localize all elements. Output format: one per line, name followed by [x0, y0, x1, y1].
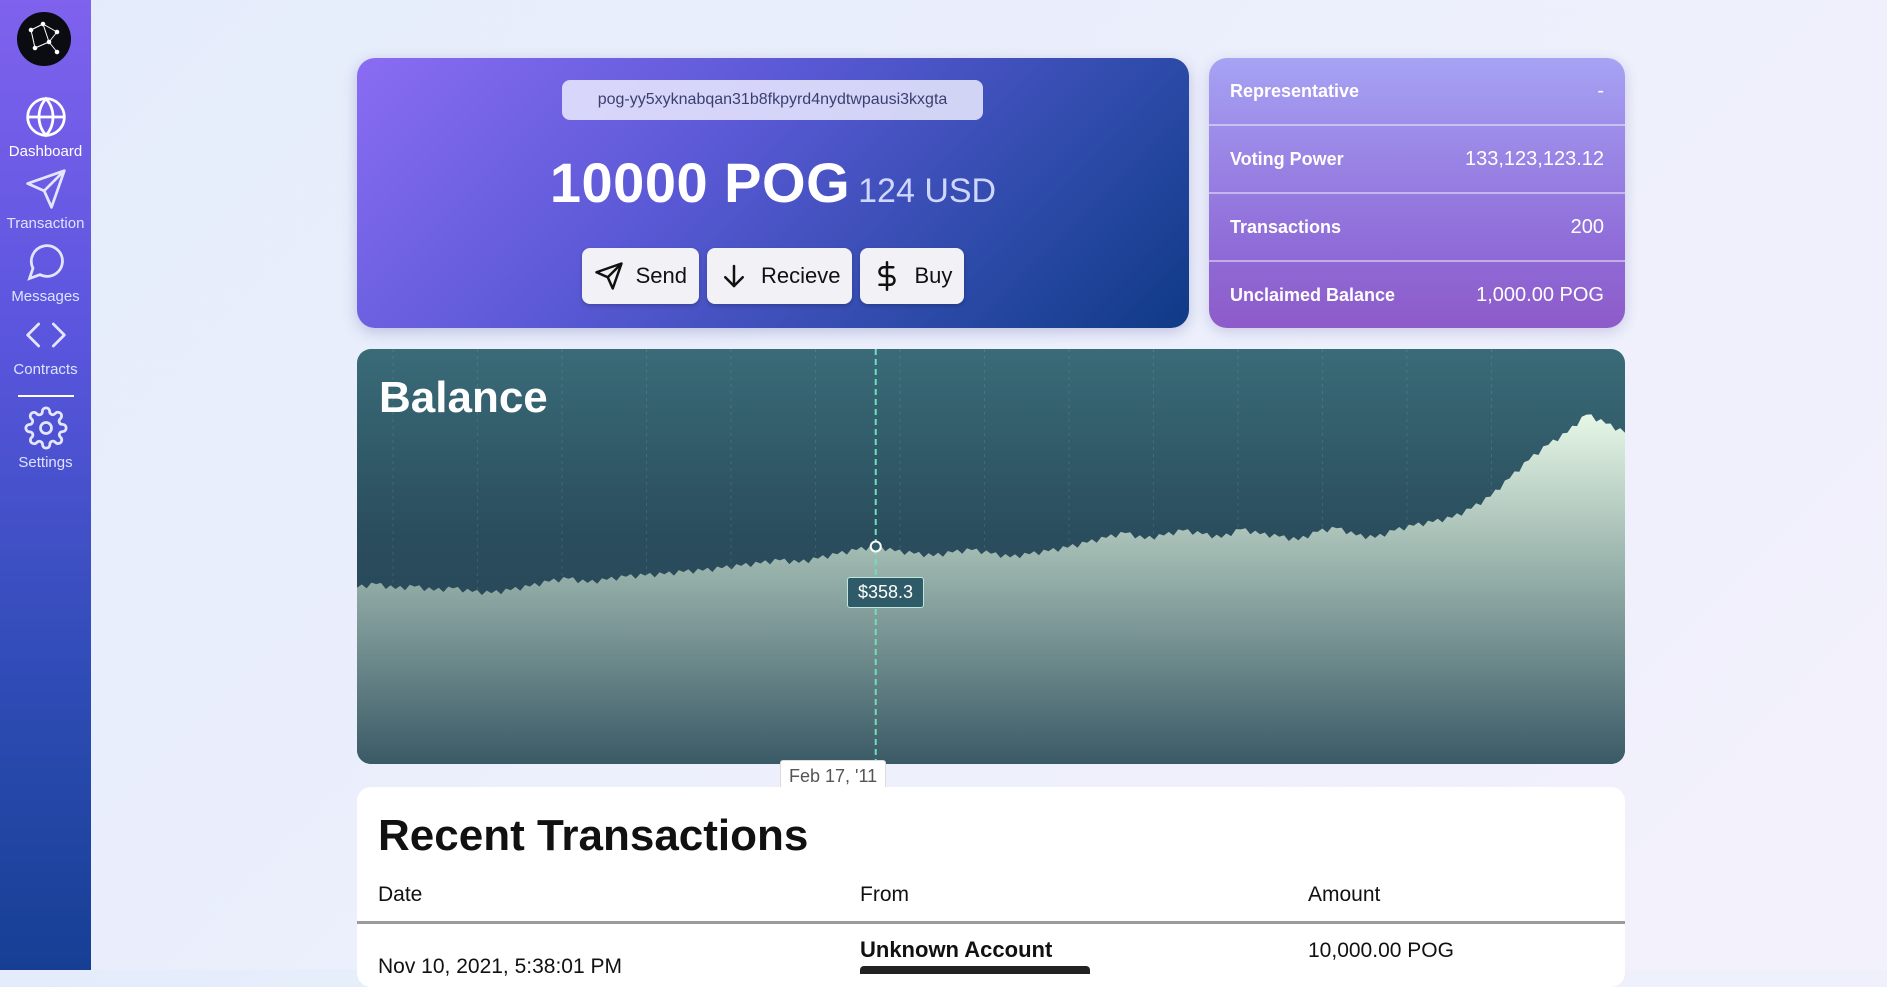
stat-value: 133,123,123.12	[1464, 147, 1604, 170]
stat-value: 200	[1570, 215, 1604, 238]
balance-display: 10000 POG 124 USD	[357, 150, 1189, 215]
stat-value: 1,000.00 POG	[1476, 283, 1604, 306]
stat-label: Unclaimed Balance	[1230, 284, 1396, 305]
stat-divider	[1209, 124, 1625, 126]
stat-label: Voting Power	[1230, 148, 1344, 169]
buy-button[interactable]: Buy	[860, 248, 965, 304]
sidebar-item-dashboard[interactable]: Dashboard	[0, 95, 91, 160]
column-header-date[interactable]: Date	[378, 883, 423, 906]
sidebar-item-label: Contracts	[13, 361, 78, 378]
column-header-amount[interactable]: Amount	[1308, 883, 1381, 906]
balance-chart[interactable]	[357, 349, 1625, 764]
balance-area-series	[357, 414, 1625, 764]
sidebar-item-label: Dashboard	[8, 143, 83, 160]
constellation-logo[interactable]	[17, 12, 71, 66]
table-header-divider	[357, 921, 1625, 924]
receive-button[interactable]: Recieve	[706, 248, 853, 304]
code-icon	[25, 322, 66, 348]
sidebar-item-label: Transaction	[6, 215, 85, 232]
stat-label: Transactions	[1230, 216, 1342, 237]
chart-cursor-point	[869, 540, 882, 553]
account-address-chip[interactable]	[860, 966, 1090, 974]
sidebar-item-transaction[interactable]: Transaction	[0, 167, 91, 232]
wallet-actions: Send Recieve Buy	[357, 248, 1189, 304]
tx-date: Nov 10, 2021, 5:38:01 PM	[378, 955, 622, 978]
stat-voting-power: Voting Power 133,123,123.12	[1209, 126, 1625, 192]
sidebar-item-messages[interactable]: Messages	[0, 240, 91, 305]
balance-usd: 124 USD	[858, 172, 997, 210]
stat-representative: Representative -	[1209, 58, 1625, 124]
tx-from[interactable]: Unknown Account	[860, 937, 1053, 962]
sidebar-item-label: Settings	[18, 454, 73, 471]
message-icon	[26, 244, 64, 281]
wallet-address[interactable]: pog-yy5xyknabqan31b8fkpyrd4nydtwpausi3kx…	[562, 80, 983, 120]
gear-icon	[23, 406, 68, 450]
sidebar-item-settings[interactable]: Settings	[0, 406, 91, 471]
send-icon	[594, 262, 623, 290]
stat-transactions: Transactions 200	[1209, 194, 1625, 260]
arrow-down-icon	[723, 264, 744, 288]
buy-button-label: Buy	[914, 263, 953, 288]
stat-value: -	[1597, 79, 1604, 102]
send-button[interactable]: Send	[581, 248, 699, 304]
globe-icon	[25, 96, 66, 138]
stat-divider	[1209, 192, 1625, 194]
balance-chart-card[interactable]: Balance $358.3	[357, 349, 1625, 764]
dollar-icon	[878, 261, 897, 291]
column-header-from[interactable]: From	[860, 883, 909, 906]
recent-transactions-card: Recent Transactions Date From Amount Nov…	[357, 787, 1625, 987]
sidebar-item-label: Messages	[11, 288, 80, 305]
account-stats-card: Representative - Voting Power 133,123,12…	[1209, 58, 1625, 328]
chart-title: Balance	[379, 373, 548, 422]
sidebar-divider	[18, 395, 74, 397]
stat-label: Representative	[1230, 80, 1360, 101]
transactions-title: Recent Transactions	[378, 811, 809, 860]
wallet-card: pog-yy5xyknabqan31b8fkpyrd4nydtwpausi3kx…	[357, 58, 1189, 328]
receive-button-label: Recieve	[760, 263, 841, 288]
send-icon	[25, 169, 66, 209]
stat-divider	[1209, 260, 1625, 262]
send-button-label: Send	[635, 263, 687, 288]
sidebar: Dashboard Transaction Messages Contracts…	[0, 0, 91, 970]
balance-amount: 10000 POG	[549, 151, 851, 214]
stat-unclaimed-balance: Unclaimed Balance 1,000.00 POG	[1209, 262, 1625, 328]
tx-amount: 10,000.00 POG	[1308, 939, 1454, 962]
sidebar-item-contracts[interactable]: Contracts	[0, 313, 91, 378]
chart-tooltip-value: $358.3	[847, 577, 925, 608]
